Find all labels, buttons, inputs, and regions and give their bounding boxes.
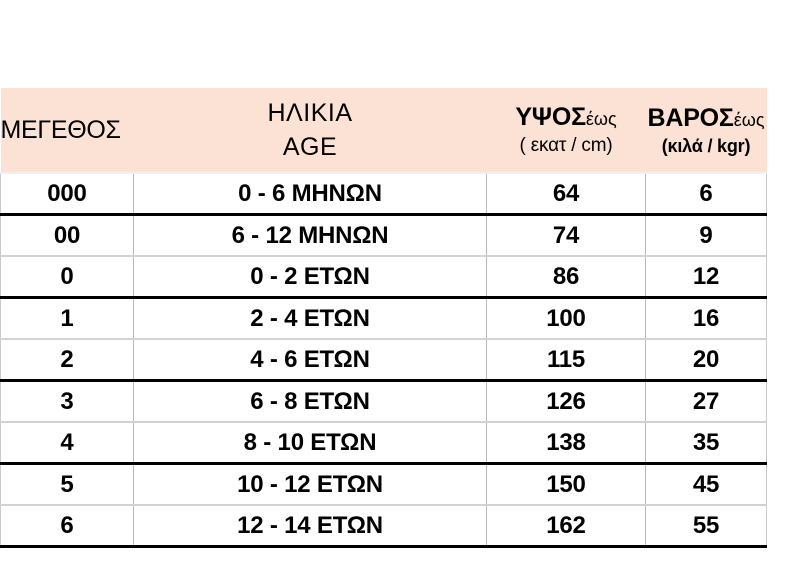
- column-header-age-english: AGE: [282, 133, 338, 161]
- cell-age: 4 - 6 ΕΤΩΝ: [133, 338, 487, 381]
- cell-height: 162: [486, 504, 646, 548]
- column-header-weight-main: ΒΑΡΟΣ: [647, 104, 734, 133]
- cell-size: 5: [0, 462, 134, 505]
- cell-age: 10 - 12 ΕΤΩΝ: [133, 462, 487, 505]
- table-row: 000 0 - 6 ΜΗΝΩΝ 64 6: [0, 172, 767, 215]
- sizing-chart-table: ΜΕΓΕΘΟΣ ΗΛΙΚΙΑ AGE ΥΨΟΣέως ( εκατ / cm) …: [0, 88, 767, 548]
- column-header-age-greek: ΗΛΙΚΙΑ: [267, 98, 353, 127]
- cell-size: 4: [0, 421, 134, 464]
- table-row: 00 6 - 12 ΜΗΝΩΝ 74 9: [0, 213, 767, 256]
- cell-weight: 12: [645, 255, 767, 298]
- column-header-weight-qualifier: έως: [733, 110, 765, 131]
- column-header-height-unit: ( εκατ / cm): [519, 134, 613, 156]
- cell-age: 6 - 8 ΕΤΩΝ: [133, 379, 487, 422]
- cell-size: 3: [0, 379, 134, 422]
- cell-age: 0 - 6 ΜΗΝΩΝ: [133, 172, 487, 215]
- cell-weight: 16: [645, 296, 767, 339]
- cell-weight: 35: [645, 421, 767, 464]
- table-row: 5 10 - 12 ΕΤΩΝ 150 45: [0, 462, 767, 505]
- column-header-height: ΥΨΟΣέως ( εκατ / cm): [486, 88, 646, 173]
- cell-age: 6 - 12 ΜΗΝΩΝ: [133, 213, 487, 256]
- cell-height: 64: [486, 172, 646, 215]
- column-header-height-title: ΥΨΟΣέως: [487, 101, 646, 134]
- column-header-weight: ΒΑΡΟΣέως (κιλά / kgr): [645, 88, 767, 173]
- cell-height: 86: [486, 255, 646, 298]
- column-header-weight-title: ΒΑΡΟΣέως: [646, 102, 767, 135]
- column-header-height-qualifier: έως: [585, 109, 617, 130]
- cell-weight: 9: [645, 213, 767, 256]
- cell-weight: 55: [645, 504, 767, 548]
- cell-age: 2 - 4 ΕΤΩΝ: [133, 296, 487, 339]
- cell-age: 8 - 10 ΕΤΩΝ: [133, 421, 487, 464]
- cell-height: 100: [486, 296, 646, 339]
- cell-age: 0 - 2 ΕΤΩΝ: [133, 255, 487, 298]
- table-body: 000 0 - 6 ΜΗΝΩΝ 64 6 00 6 - 12 ΜΗΝΩΝ 74 9 0 0 - 2…: [0, 172, 767, 548]
- cell-weight: 6: [645, 172, 767, 215]
- cell-height: 115: [486, 338, 646, 381]
- cell-size: 0: [0, 255, 134, 298]
- cell-size: 6: [0, 504, 134, 548]
- column-header-size: ΜΕΓΕΘΟΣ: [0, 88, 134, 173]
- cell-size: 00: [0, 213, 134, 256]
- cell-weight: 45: [645, 462, 767, 505]
- cell-height: 150: [486, 462, 646, 505]
- cell-size: 1: [0, 296, 134, 339]
- column-header-age: ΗΛΙΚΙΑ AGE: [133, 88, 487, 173]
- table-row: 6 12 - 14 ΕΤΩΝ 162 55: [0, 504, 767, 548]
- cell-size: 2: [0, 338, 134, 381]
- table-header: ΜΕΓΕΘΟΣ ΗΛΙΚΙΑ AGE ΥΨΟΣέως ( εκατ / cm) …: [0, 88, 767, 173]
- column-header-height-main: ΥΨΟΣ: [515, 103, 586, 132]
- cell-height: 138: [486, 421, 646, 464]
- cell-weight: 20: [645, 338, 767, 381]
- header-row: ΜΕΓΕΘΟΣ ΗΛΙΚΙΑ AGE ΥΨΟΣέως ( εκατ / cm) …: [0, 88, 767, 173]
- cell-height: 126: [486, 379, 646, 422]
- cell-age: 12 - 14 ΕΤΩΝ: [133, 504, 487, 548]
- cell-size: 000: [0, 172, 134, 215]
- cell-weight: 27: [645, 379, 767, 422]
- cell-height: 74: [486, 213, 646, 256]
- column-header-weight-unit: (κιλά / kgr): [661, 135, 751, 156]
